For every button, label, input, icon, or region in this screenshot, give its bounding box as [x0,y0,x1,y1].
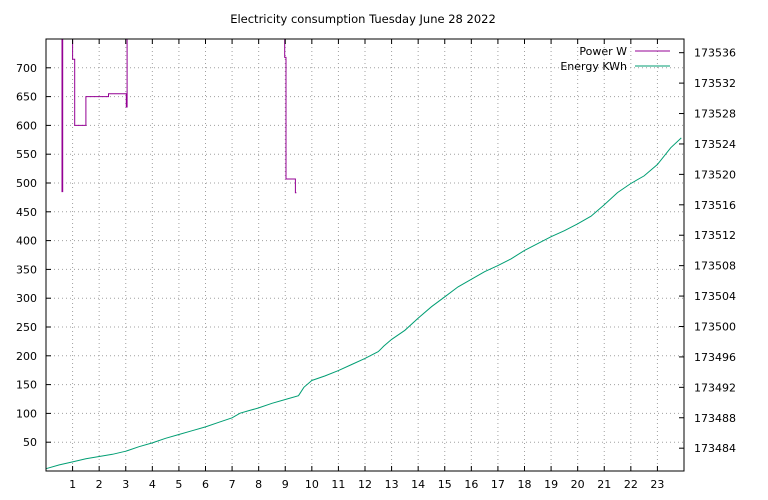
x-tick-label: 11 [331,478,345,491]
y2-tick-label: 173496 [694,351,736,364]
y2-tick-label: 173500 [694,320,736,333]
chart-title: Electricity consumption Tuesday June 28 … [230,12,496,26]
x-tick-label: 13 [385,478,399,491]
x-tick-label: 6 [202,478,209,491]
y-tick-label: 600 [16,119,37,132]
x-tick-label: 8 [255,478,262,491]
y-tick-label: 500 [16,177,37,190]
x-tick-label: 22 [624,478,638,491]
x-tick-label: 10 [305,478,319,491]
y2-tick-label: 173504 [694,290,736,303]
x-tick-label: 5 [175,478,182,491]
x-tick-label: 20 [571,478,585,491]
y-tick-label: 650 [16,91,37,104]
y-tick-label: 400 [16,235,37,248]
series-line-energy-kwh [45,137,682,470]
series-layer [45,38,682,470]
y-tick-label: 200 [16,350,37,363]
legend-label: Power W [579,45,627,58]
y-tick-label: 450 [16,206,37,219]
legend-label: Energy KWh [560,60,627,73]
x-tick-label: 19 [544,478,558,491]
y-tick-label: 100 [16,407,37,420]
y2-tick-label: 173484 [694,442,736,455]
x-tick-label: 21 [597,478,611,491]
y-tick-label: 50 [23,436,37,449]
x-tick-label: 1 [69,478,76,491]
x-tick-label: 9 [282,478,289,491]
y2-tick-label: 173536 [694,47,736,60]
y2-tick-label: 173508 [694,260,736,273]
y-tick-label: 150 [16,379,37,392]
x-tick-label: 15 [438,478,452,491]
x-tick-label: 4 [149,478,156,491]
y2-tick-label: 173492 [694,381,736,394]
x-tick-label: 12 [358,478,372,491]
x-tick-label: 18 [518,478,532,491]
y2-tick-label: 173520 [694,168,736,181]
x-tick-label: 2 [96,478,103,491]
x-tick-label: 14 [411,478,425,491]
y-tick-label: 250 [16,321,37,334]
y2-tick-label: 173532 [694,77,736,90]
y2-tick-label: 173528 [694,108,736,121]
y-tick-label: 550 [16,148,37,161]
x-tick-label: 17 [491,478,505,491]
x-tick-label: 7 [229,478,236,491]
x-tick-label: 3 [122,478,129,491]
x-tick-label: 16 [464,478,478,491]
y-tick-label: 300 [16,292,37,305]
legend: Power W Energy KWh [560,45,670,73]
y-tick-label: 350 [16,263,37,276]
y2-tick-label: 173516 [694,199,736,212]
y-tick-label: 700 [16,62,37,75]
y2-tick-label: 173524 [694,138,736,151]
y2-tick-label: 173512 [694,229,736,242]
x-tick-label: 23 [650,478,664,491]
grid [46,39,684,471]
axes: 1 2 3 4 5 6 7 8 9 10 11 12 13 14 15 16 17 18 19 20 21 22 23501… [16,39,736,491]
y2-tick-label: 173488 [694,412,736,425]
